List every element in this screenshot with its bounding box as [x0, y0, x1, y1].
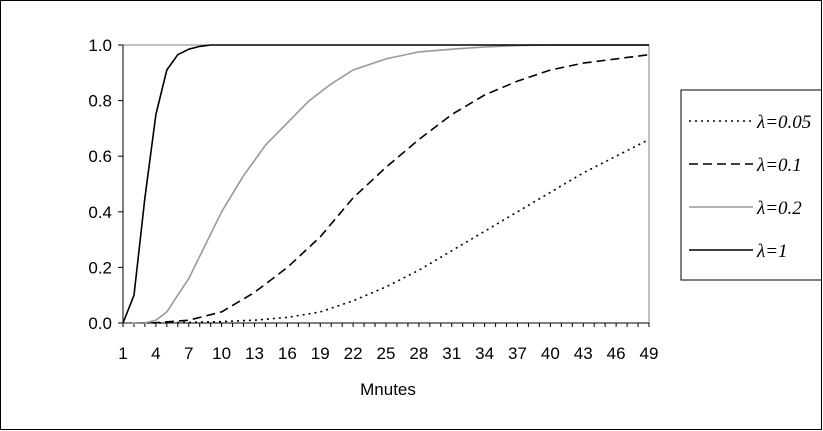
series-line-1 — [123, 138, 650, 324]
x-tick-label: 10 — [212, 344, 231, 363]
legend-label-2: λ=0.1 — [756, 155, 802, 176]
series-line-4 — [122, 44, 649, 324]
x-tick-label: 31 — [442, 344, 461, 363]
x-tick-label: 13 — [245, 344, 264, 363]
legend-label-3: λ=0.2 — [756, 198, 802, 219]
x-tick-label: 16 — [278, 344, 297, 363]
x-tick-label: 34 — [475, 344, 494, 363]
x-tick-label: 7 — [184, 344, 193, 363]
y-tick-label: 0.0 — [88, 314, 112, 333]
x-tick-label: 37 — [508, 344, 527, 363]
x-tick-label: 43 — [574, 344, 593, 363]
y-tick-label: 1.0 — [88, 36, 112, 55]
x-axis-title: Mnutes — [360, 380, 416, 399]
plot-area — [122, 44, 650, 324]
legend-label-4: λ=1 — [756, 241, 788, 262]
x-tick-label: 49 — [640, 344, 659, 363]
series-line-3 — [123, 44, 649, 324]
x-tick-label: 22 — [344, 344, 363, 363]
y-tick-label: 0.8 — [88, 92, 112, 111]
x-tick-label: 28 — [409, 344, 428, 363]
x-tick-label: 40 — [541, 344, 560, 363]
x-tick-label: 19 — [311, 344, 330, 363]
series-line-2 — [122, 53, 650, 324]
y-tick-label: 0.2 — [88, 258, 112, 277]
x-tick-label: 4 — [151, 344, 160, 363]
y-tick-label: 0.4 — [88, 203, 112, 222]
x-tick-label: 25 — [377, 344, 396, 363]
x-tick-label: 46 — [607, 344, 626, 363]
legend-label-1: λ=0.05 — [756, 112, 811, 133]
y-tick-label: 0.6 — [88, 147, 112, 166]
x-tick-label: 1 — [118, 344, 127, 363]
